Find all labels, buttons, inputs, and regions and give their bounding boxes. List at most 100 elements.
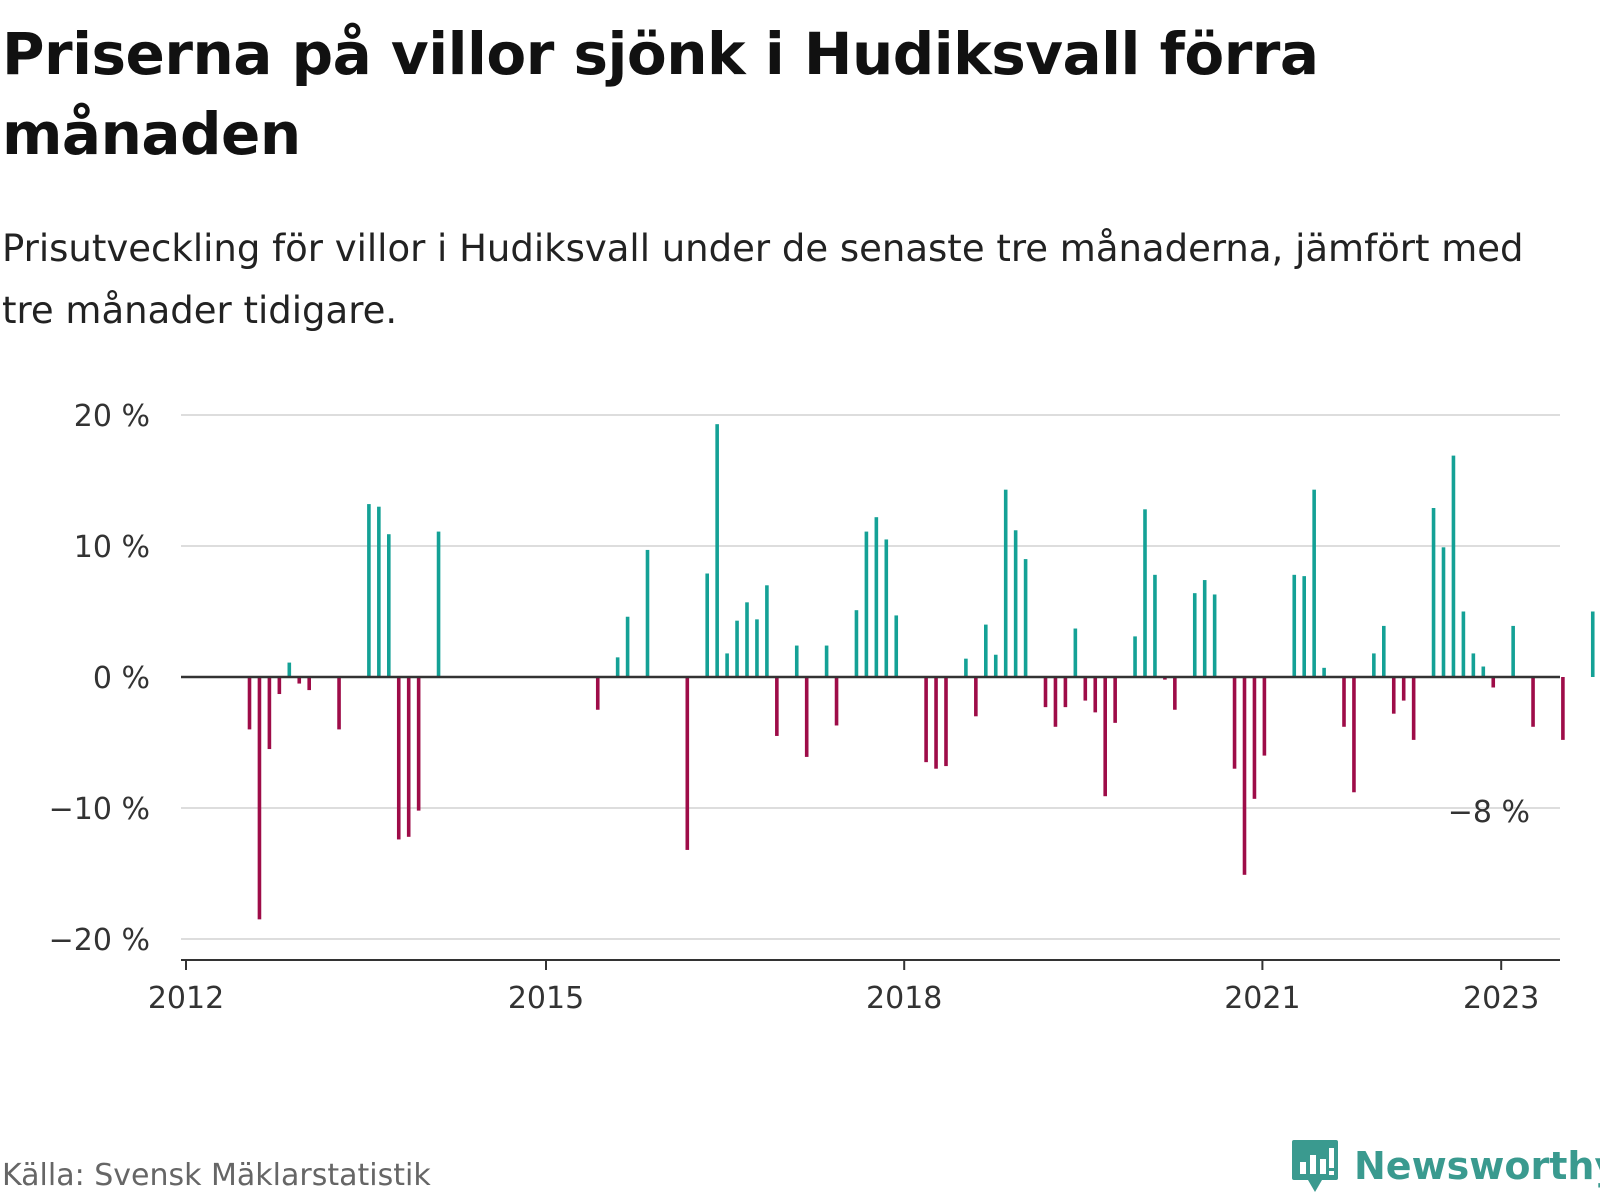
bar-2020-03 xyxy=(1163,677,1167,680)
bar-2019-05 xyxy=(1063,677,1068,708)
bar-2017-12 xyxy=(894,615,899,677)
bar-2021-12 xyxy=(1372,653,1376,677)
bar-2020-01 xyxy=(1143,509,1147,677)
bar-2020-02 xyxy=(1153,574,1157,677)
bar-2018-10 xyxy=(993,654,998,677)
x-tick-label: 2012 xyxy=(148,981,224,1016)
bar-2015-08 xyxy=(615,657,620,677)
bar-2017-05 xyxy=(824,645,829,677)
y-tick-label: 10 % xyxy=(74,530,150,565)
bar-2018-07 xyxy=(964,658,968,677)
bar-2019-10 xyxy=(1113,677,1117,723)
brand-name: Newsworthy xyxy=(1354,1144,1600,1188)
newsworthy-logo-icon xyxy=(1292,1140,1338,1192)
bar-2013-10 xyxy=(396,677,401,840)
bar-2016-11 xyxy=(765,585,769,677)
bar-2018-09 xyxy=(984,624,988,677)
bar-2020-08 xyxy=(1212,594,1217,677)
bar-2020-11 xyxy=(1242,677,1247,875)
bar-undefined xyxy=(1590,611,1595,677)
x-tick-label: 2023 xyxy=(1463,981,1539,1016)
bar-chart: 20 %10 %0 %−10 %−20 % 2012 2015 2018 2021 20… xyxy=(49,399,1595,1016)
bar-2021-06 xyxy=(1312,489,1316,677)
bar-2019-03 xyxy=(1043,677,1048,708)
bar-2012-08 xyxy=(257,677,262,920)
bar-2013-12 xyxy=(416,677,421,811)
bar-2013-11 xyxy=(406,677,411,837)
bar-2019-06 xyxy=(1073,628,1078,677)
bar-2022-12 xyxy=(1491,677,1496,688)
bar-2022-11 xyxy=(1481,666,1486,677)
bar-2018-11 xyxy=(1003,489,1008,677)
bar-2021-04 xyxy=(1292,574,1297,677)
bar-2017-10 xyxy=(874,517,879,677)
bar-2016-03 xyxy=(685,677,690,850)
bar-2016-09 xyxy=(745,602,749,677)
bar-2021-05 xyxy=(1302,576,1306,677)
bar-2017-03 xyxy=(804,677,809,757)
bar-2021-07 xyxy=(1322,667,1326,677)
bar-2020-10 xyxy=(1232,677,1237,769)
bar-2018-03 xyxy=(924,677,928,763)
bar-2013-09 xyxy=(387,534,391,677)
bar-2016-08 xyxy=(735,620,739,677)
bar-2022-01 xyxy=(1382,625,1386,677)
bar-2018-05 xyxy=(944,677,948,767)
y-axis-tick-labels: 20 % 10 % 0 % −10 % −20 % xyxy=(49,399,150,958)
bar-2014-02 xyxy=(436,531,441,677)
bar-2019-04 xyxy=(1053,677,1058,727)
bar-2019-09 xyxy=(1103,677,1107,797)
x-axis: 2012 2015 2018 2021 2023 xyxy=(148,959,1560,1016)
brand-logo: Newsworthy xyxy=(1290,1136,1600,1196)
bar-undefined xyxy=(1531,677,1535,727)
bar-2022-10 xyxy=(1471,653,1476,677)
bar-2017-06 xyxy=(834,677,839,726)
bar-2016-10 xyxy=(755,619,759,677)
bar-2021-01 xyxy=(1262,677,1267,756)
bar-2013-04 xyxy=(337,677,341,730)
bar-2012-11 xyxy=(287,662,292,677)
bar-2017-11 xyxy=(884,539,889,677)
y-tick-label: 0 % xyxy=(93,661,150,696)
last-value-label: −8 % xyxy=(1448,795,1530,830)
bar-2015-11 xyxy=(645,549,650,677)
bar-2012-10 xyxy=(277,677,282,695)
bar-undefined xyxy=(1511,625,1515,677)
bar-2022-09 xyxy=(1461,611,1466,677)
bars xyxy=(247,424,1595,920)
y-tick-label: −20 % xyxy=(49,923,150,958)
x-tick-label: 2015 xyxy=(508,981,584,1016)
bar-2019-07 xyxy=(1083,677,1088,701)
bar-2021-09 xyxy=(1342,677,1346,727)
bar-2020-04 xyxy=(1173,677,1177,710)
chart-title: Priserna på villor sjönk i Hudiksvall fö… xyxy=(2,20,1319,168)
bar-undefined xyxy=(1561,677,1565,740)
bar-2012-07 xyxy=(247,677,252,730)
bar-2020-12 xyxy=(1252,677,1257,799)
bar-2019-12 xyxy=(1133,636,1137,677)
bar-2018-04 xyxy=(934,677,938,769)
bar-2016-06 xyxy=(715,424,719,677)
bar-2012-09 xyxy=(267,677,272,750)
gridlines xyxy=(181,414,1560,940)
y-tick-label: 20 % xyxy=(74,399,150,434)
bar-2017-08 xyxy=(854,610,859,677)
bar-2021-10 xyxy=(1352,677,1356,793)
bar-2013-01 xyxy=(307,677,311,691)
bar-2012-12 xyxy=(297,677,302,684)
bar-2017-02 xyxy=(794,645,799,677)
bar-2022-08 xyxy=(1451,455,1456,677)
bar-2019-08 xyxy=(1093,677,1098,713)
x-tick-label: 2021 xyxy=(1224,981,1300,1016)
bar-2016-05 xyxy=(705,573,709,677)
bar-2022-04 xyxy=(1411,677,1416,740)
bar-2022-03 xyxy=(1401,677,1406,701)
bar-2018-12 xyxy=(1013,530,1018,677)
bar-2013-07 xyxy=(367,504,371,677)
chart-subtitle: Prisutveckling för villor i Hudiksvall u… xyxy=(2,227,1524,332)
bar-2013-08 xyxy=(377,506,381,677)
bar-2022-07 xyxy=(1441,547,1446,677)
source-note: Källa: Svensk Mäklarstatistik xyxy=(2,1158,431,1193)
bar-2016-07 xyxy=(725,653,729,677)
bar-2020-06 xyxy=(1192,593,1197,677)
